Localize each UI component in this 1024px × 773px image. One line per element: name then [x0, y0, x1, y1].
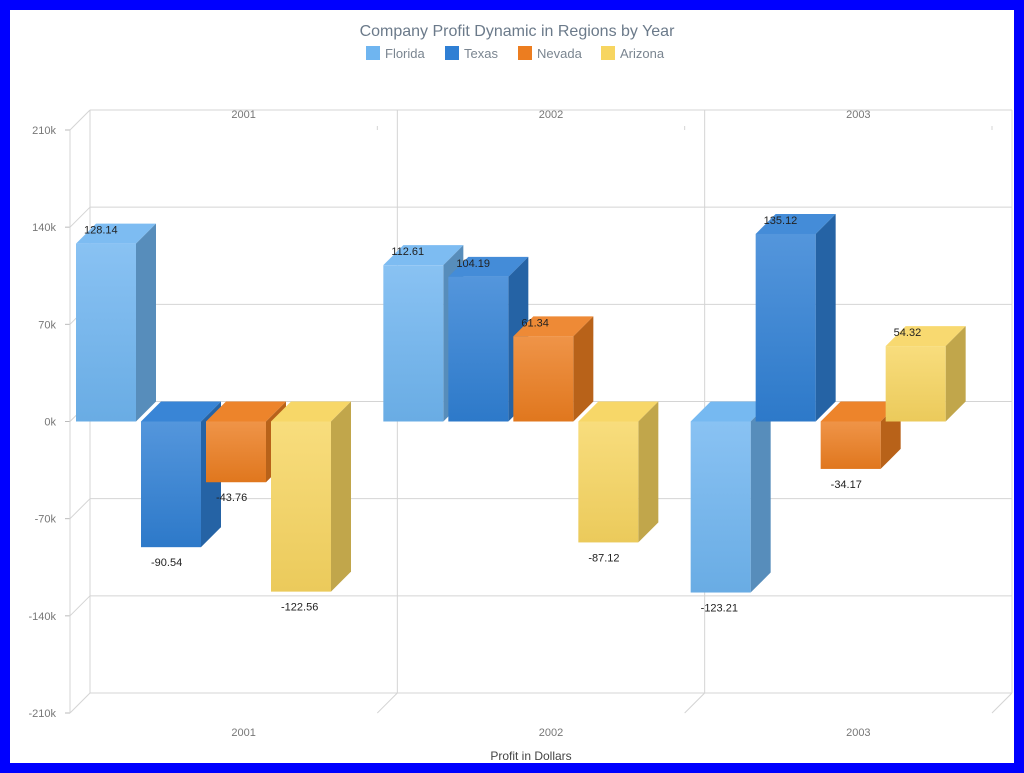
bar-top-face [141, 401, 221, 422]
plot-grid: 210k 140k 70k 0k -70k -140k -210k 2001 2001 2002 2… [28, 109, 1013, 739]
legend-label-arizona: Arizona [620, 46, 665, 61]
data-label: 128.14 [84, 225, 118, 237]
bar-side-face [638, 401, 659, 543]
bar-front-face [690, 421, 751, 593]
bar-front-face [578, 421, 639, 543]
top-category-label: 2001 [231, 109, 255, 121]
bar-front-face [448, 276, 509, 422]
legend: Florida Texas Nevada Arizona [366, 46, 665, 61]
bar-front-face [271, 421, 331, 592]
bar-front-face [755, 233, 816, 422]
y-tick-label: 0k [44, 417, 56, 429]
gridline-depth [69, 692, 91, 714]
y-tick-label: -210k [28, 708, 56, 720]
gridline-depth [69, 206, 91, 228]
y-tick-label: 70k [38, 319, 56, 331]
depth-tick [376, 692, 398, 714]
bar-side-face [815, 213, 836, 422]
depth-tick [991, 692, 1013, 714]
legend-swatch-arizona [601, 46, 615, 60]
bar-top-face [690, 401, 771, 422]
legend-swatch-florida [366, 46, 380, 60]
y-tick-label: 210k [32, 125, 56, 137]
bar-side-face [136, 223, 156, 422]
y-tick-label: -70k [35, 514, 57, 526]
x-tick-label: 2002 [539, 727, 563, 739]
x-tick-label: 2003 [846, 727, 870, 739]
data-label: 135.12 [764, 215, 798, 227]
y-tick-label: -140k [28, 611, 56, 623]
gridline-depth [69, 595, 91, 617]
bar-top-face [755, 213, 836, 234]
bar-texas-2003 [755, 213, 836, 422]
data-label: -87.12 [588, 552, 619, 564]
bar-side-face [750, 401, 771, 593]
bar-nevada-2003 [820, 401, 901, 469]
legend-label-nevada: Nevada [537, 46, 583, 61]
bar-top-face [885, 326, 966, 347]
bar-arizona-2001 [271, 401, 351, 592]
bar-side-face [573, 316, 594, 422]
bar-top-face [513, 316, 594, 337]
bar-top-face [76, 223, 156, 244]
data-labels: 128.14 -90.54 -43.76 -122.56 112.61 104.19 61.… [84, 215, 921, 615]
legend-swatch-texas [445, 46, 459, 60]
legend-swatch-nevada [518, 46, 532, 60]
x-axis-title: Profit in Dollars [490, 749, 571, 763]
bar-front-face [383, 265, 444, 422]
bar-arizona-2002 [578, 401, 659, 543]
data-label: 61.34 [521, 317, 549, 329]
bar-series [76, 213, 966, 593]
y-tick-label: 140k [32, 222, 56, 234]
depth-tick [684, 692, 706, 714]
bar-front-face [141, 421, 201, 548]
legend-label-texas: Texas [464, 46, 498, 61]
legend-label-florida: Florida [385, 46, 426, 61]
bar-front-face [76, 243, 136, 422]
bar-front-face [206, 421, 266, 483]
data-label: -43.76 [216, 492, 247, 504]
bar-side-face [331, 401, 351, 592]
data-label: 104.19 [456, 258, 490, 270]
chart-title: Company Profit Dynamic in Regions by Yea… [360, 23, 675, 40]
bar-arizona-2003 [885, 326, 966, 422]
top-category-label: 2003 [846, 109, 870, 121]
data-label: -122.56 [281, 602, 318, 614]
bar-florida-2001 [76, 223, 156, 422]
bar-nevada-2002 [513, 316, 594, 422]
bar-front-face [820, 421, 881, 469]
bar-top-face [448, 256, 529, 277]
bar-side-face [945, 326, 966, 422]
data-label: -90.54 [151, 557, 182, 569]
bar-top-face [578, 401, 659, 422]
data-label: 54.32 [894, 327, 922, 339]
bar-top-face [383, 245, 464, 266]
bar-florida-2003 [690, 401, 771, 593]
data-label: -123.21 [701, 603, 738, 615]
bar-top-face [820, 401, 901, 422]
data-label: 112.61 [391, 246, 424, 258]
top-category-label: 2002 [539, 109, 563, 121]
bar-front-face [513, 336, 574, 422]
data-label: -34.17 [831, 479, 862, 491]
gridline-depth [69, 498, 91, 520]
bar-front-face [885, 346, 946, 422]
bar-top-face [271, 401, 351, 422]
x-tick-label: 2001 [231, 727, 255, 739]
gridline-depth [69, 109, 91, 131]
bar-top-face [206, 401, 286, 422]
